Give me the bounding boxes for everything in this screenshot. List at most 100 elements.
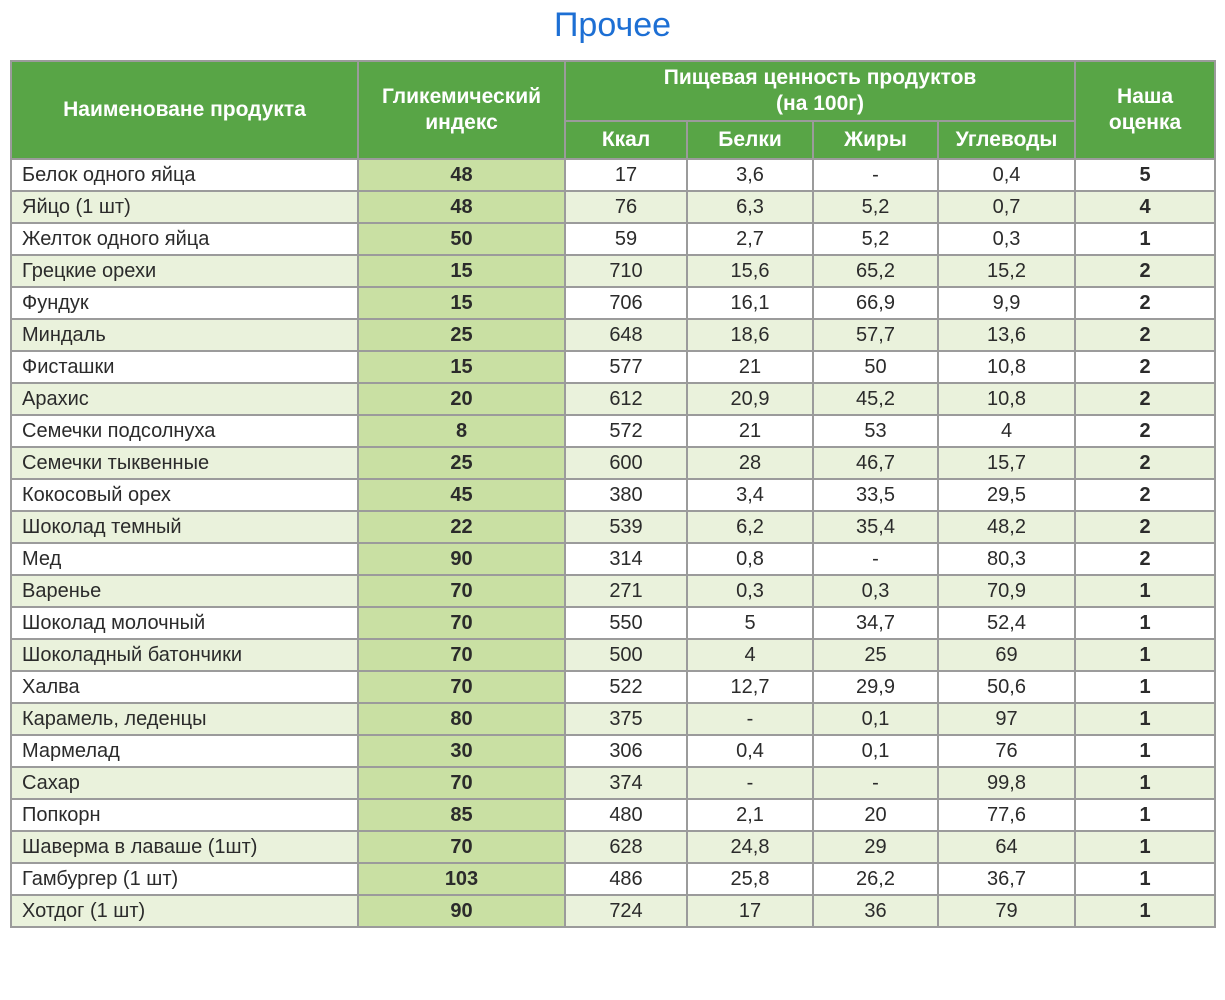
glycemic-index-cell: 22 [357, 510, 566, 544]
fat-cell: 0,1 [812, 702, 939, 736]
glycemic-index-cell: 70 [357, 830, 566, 864]
protein-cell: 18,6 [686, 318, 814, 352]
rating-cell: 4 [1074, 190, 1217, 224]
glycemic-index-cell: 15 [357, 286, 566, 320]
carbs-cell: 29,5 [936, 478, 1077, 512]
protein-cell: 0,8 [686, 542, 814, 576]
carbs-cell: 13,6 [936, 318, 1077, 352]
kcal-cell: 648 [564, 318, 688, 352]
kcal-cell: 314 [564, 542, 688, 576]
glycemic-index-cell: 70 [357, 638, 566, 672]
kcal-cell: 577 [564, 350, 688, 384]
protein-cell: 12,7 [686, 670, 814, 704]
kcal-cell: 522 [564, 670, 688, 704]
protein-cell: 2,1 [686, 798, 814, 832]
fat-cell: 34,7 [812, 606, 939, 640]
glycemic-index-cell: 48 [357, 190, 566, 224]
product-name-cell: Кокосовый орех [10, 478, 359, 512]
fat-cell: 46,7 [812, 446, 939, 480]
kcal-cell: 710 [564, 254, 688, 288]
table-row: Сахар 70 374- -99,8 1 [10, 766, 1217, 800]
table-row: Шоколад молочный 70 550 5 34,7 52,4 1 [10, 606, 1217, 640]
fat-cell: 50 [812, 350, 939, 384]
glycemic-index-cell: 20 [357, 382, 566, 416]
header-fat: Жиры [812, 120, 939, 160]
carbs-cell: 76 [936, 734, 1077, 768]
rating-cell: 2 [1074, 414, 1217, 448]
table-row: Кокосовый орех 45 380 3,4 33,5 29,5 2 [10, 478, 1217, 512]
fat-cell: 65,2 [812, 254, 939, 288]
rating-cell: 1 [1074, 830, 1217, 864]
fat-cell: - [812, 542, 939, 576]
glycemic-index-cell: 45 [357, 478, 566, 512]
rating-cell: 2 [1074, 254, 1217, 288]
fat-cell: 20 [812, 798, 939, 832]
table-row: Гамбургер (1 шт) 103 486 25,8 26,2 36,7 1 [10, 862, 1217, 896]
protein-cell: 0,4 [686, 734, 814, 768]
protein-cell: 6,3 [686, 190, 814, 224]
kcal-cell: 374 [564, 766, 688, 800]
fat-cell: - [812, 158, 939, 192]
rating-cell: 1 [1074, 606, 1217, 640]
rating-cell: 2 [1074, 350, 1217, 384]
product-name-cell: Яйцо (1 шт) [10, 190, 359, 224]
header-kcal: Ккал [564, 120, 688, 160]
product-name-cell: Хотдог (1 шт) [10, 894, 359, 928]
product-name-cell: Шоколад молочный [10, 606, 359, 640]
rating-cell: 2 [1074, 446, 1217, 480]
protein-cell: 0,3 [686, 574, 814, 608]
carbs-cell: 10,8 [936, 350, 1077, 384]
table-row: Белок одного яйца 48 17 3,6-0,4 5 [10, 158, 1217, 192]
glycemic-index-cell: 25 [357, 318, 566, 352]
table-row: Мед 90 314 0,8-80,3 2 [10, 542, 1217, 576]
carbs-cell: 77,6 [936, 798, 1077, 832]
kcal-cell: 271 [564, 574, 688, 608]
carbs-cell: 10,8 [936, 382, 1077, 416]
table-row: Халва 70 522 12,7 29,9 50,6 1 [10, 670, 1217, 704]
protein-cell: 21 [686, 350, 814, 384]
glycemic-index-cell: 15 [357, 350, 566, 384]
carbs-cell: 70,9 [936, 574, 1077, 608]
protein-cell: 2,7 [686, 222, 814, 256]
rating-cell: 1 [1074, 222, 1217, 256]
rating-cell: 1 [1074, 862, 1217, 896]
protein-cell: 17 [686, 894, 814, 928]
glycemic-index-cell: 90 [357, 894, 566, 928]
header-rating-line1: Наша [1117, 84, 1174, 108]
rating-cell: 2 [1074, 382, 1217, 416]
carbs-cell: 97 [936, 702, 1077, 736]
fat-cell: 33,5 [812, 478, 939, 512]
header-nutrition-group: Пищевая ценность продуктов (на 100г) [563, 60, 1077, 122]
table-row: Шоколад темный 22 539 6,2 35,4 48,2 2 [10, 510, 1217, 544]
glycemic-index-cell: 8 [357, 414, 566, 448]
glycemic-index-cell: 103 [357, 862, 566, 896]
carbs-cell: 69 [936, 638, 1077, 672]
fat-cell: 57,7 [812, 318, 939, 352]
protein-cell: 15,6 [686, 254, 814, 288]
glycemic-index-cell: 50 [357, 222, 566, 256]
kcal-cell: 486 [564, 862, 688, 896]
fat-cell: 36 [812, 894, 939, 928]
table-row: Миндаль 25 648 18,6 57,7 13,6 2 [10, 318, 1217, 352]
rating-cell: 5 [1074, 158, 1217, 192]
fat-cell: 0,1 [812, 734, 939, 768]
table-row: Карамель, леденцы 80 375-0,1 97 1 [10, 702, 1217, 736]
product-name-cell: Мармелад [10, 734, 359, 768]
header-nutrition-group-line1: Пищевая ценность продуктов [663, 65, 977, 89]
header-carbs: Углеводы [936, 120, 1077, 160]
carbs-cell: 4 [936, 414, 1077, 448]
product-name-cell: Шоколадный батончики [10, 638, 359, 672]
product-name-cell: Варенье [10, 574, 359, 608]
table-row: Семечки тыквенные 25 600 28 46,7 15,7 2 [10, 446, 1217, 480]
kcal-cell: 572 [564, 414, 688, 448]
table-row: Семечки подсолнуха 8 572 21 53 4 2 [10, 414, 1217, 448]
product-name-cell: Миндаль [10, 318, 359, 352]
carbs-cell: 15,7 [936, 446, 1077, 480]
product-name-cell: Фундук [10, 286, 359, 320]
carbs-cell: 9,9 [936, 286, 1077, 320]
fat-cell: 29,9 [812, 670, 939, 704]
table-row: Хотдог (1 шт) 90 724 17 36 79 1 [10, 894, 1217, 928]
carbs-cell: 52,4 [936, 606, 1077, 640]
product-name-cell: Белок одного яйца [10, 158, 359, 192]
fat-cell: 35,4 [812, 510, 939, 544]
